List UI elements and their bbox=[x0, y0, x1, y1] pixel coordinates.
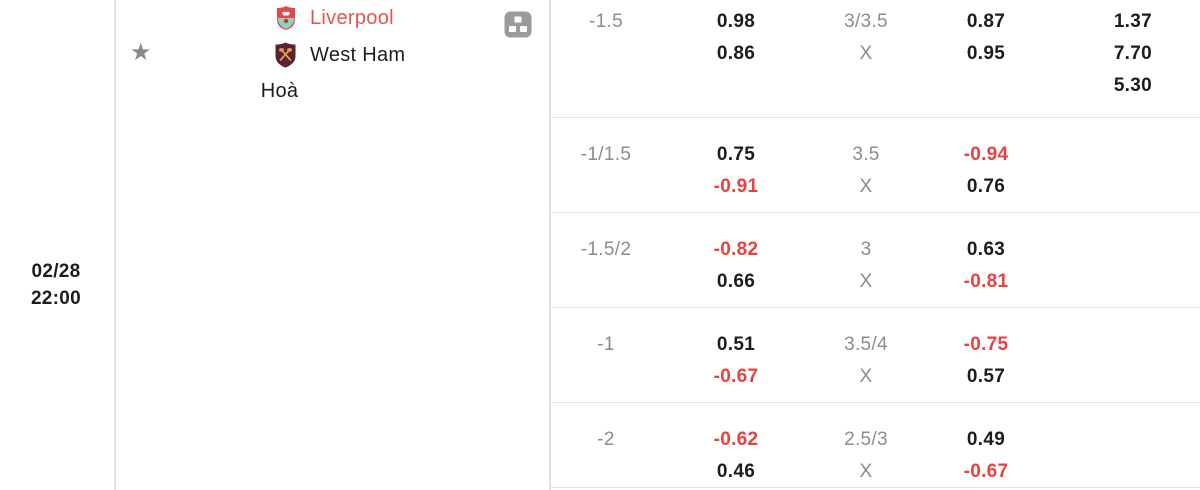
ou-line: 3.5 bbox=[852, 144, 880, 165]
ou-odd-under[interactable]: -0.67 bbox=[963, 461, 1009, 482]
ou-x-label: X bbox=[859, 366, 873, 387]
formation-stats-icon[interactable] bbox=[504, 11, 532, 38]
ou-line: 3.5/4 bbox=[844, 334, 888, 355]
ou-line: 3/3.5 bbox=[844, 11, 888, 32]
ou-odd-over[interactable]: 0.87 bbox=[966, 11, 1006, 32]
ah-odd-home[interactable]: 0.98 bbox=[716, 11, 756, 32]
ou-x-label: X bbox=[859, 43, 873, 64]
handicap-line: -1.5/2 bbox=[580, 239, 632, 260]
home-team-name: Liverpool bbox=[310, 6, 394, 29]
home-team-row[interactable]: Liverpool bbox=[274, 5, 394, 31]
ou-x-label: X bbox=[859, 271, 873, 292]
divider-vertical-right bbox=[549, 0, 551, 490]
odd-1[interactable]: 1.37 bbox=[1113, 11, 1152, 32]
handicap-line: -1 bbox=[597, 334, 615, 355]
favorite-star-icon[interactable]: ★ bbox=[130, 39, 152, 66]
odds-row-1: -1.5 0.98 0.86 3/3.5 X 0.87 0.95 1.37 7.… bbox=[551, 0, 1200, 118]
ah-odd-home[interactable]: -0.82 bbox=[713, 239, 759, 260]
ah-odd-home[interactable]: 0.51 bbox=[716, 334, 756, 355]
ou-x-label: X bbox=[859, 461, 873, 482]
ah-odd-away[interactable]: 0.46 bbox=[716, 461, 756, 482]
handicap-line: -1.5 bbox=[589, 11, 623, 32]
west-ham-crest-icon bbox=[273, 42, 298, 68]
match-time: 22:00 bbox=[30, 288, 82, 309]
ou-x-label: X bbox=[859, 176, 873, 197]
liverpool-crest-icon bbox=[274, 5, 298, 31]
ou-odd-under[interactable]: 0.95 bbox=[966, 43, 1006, 64]
teams-panel: ★ Liverpool bbox=[116, 0, 549, 490]
odds-row-2: -1/1.5 0.75 -0.91 3.5 X -0.94 0.76 bbox=[551, 118, 1200, 213]
divider-vertical-left bbox=[114, 0, 116, 490]
ah-odd-home[interactable]: -0.62 bbox=[713, 429, 759, 450]
ou-odd-over[interactable]: -0.75 bbox=[963, 334, 1009, 355]
match-datetime: 02/28 22:00 bbox=[0, 258, 112, 312]
draw-label: Hoà bbox=[260, 80, 299, 102]
away-team-name: West Ham bbox=[310, 43, 406, 66]
handicap-line: -1/1.5 bbox=[580, 144, 632, 165]
ah-odd-away[interactable]: 0.86 bbox=[716, 43, 756, 64]
ah-odd-away[interactable]: -0.91 bbox=[713, 176, 759, 197]
ou-line: 3 bbox=[860, 239, 872, 260]
ah-odd-away[interactable]: -0.67 bbox=[713, 366, 759, 387]
ou-odd-over[interactable]: 0.63 bbox=[966, 239, 1006, 260]
odds-row-3: -1.5/2 -0.82 0.66 3 X 0.63 -0.81 bbox=[551, 213, 1200, 308]
match-date: 02/28 bbox=[31, 261, 81, 282]
odds-row-4: -1 0.51 -0.67 3.5/4 X -0.75 0.57 bbox=[551, 308, 1200, 403]
away-team-row[interactable]: West Ham bbox=[273, 42, 405, 68]
odd-2[interactable]: 7.70 bbox=[1113, 43, 1152, 64]
odd-x[interactable]: 5.30 bbox=[1113, 75, 1152, 96]
odds-row-5: -2 -0.62 0.46 2.5/3 X 0.49 -0.67 bbox=[551, 403, 1200, 488]
ou-odd-under[interactable]: 0.57 bbox=[966, 366, 1006, 387]
ou-odd-under[interactable]: 0.76 bbox=[966, 176, 1006, 197]
odds-table: -1.5 0.98 0.86 3/3.5 X 0.87 0.95 1.37 7.… bbox=[551, 0, 1200, 488]
ah-odd-away[interactable]: 0.66 bbox=[716, 271, 756, 292]
handicap-line: -2 bbox=[597, 429, 615, 450]
ou-odd-under[interactable]: -0.81 bbox=[963, 271, 1009, 292]
ou-odd-over[interactable]: 0.49 bbox=[966, 429, 1006, 450]
ou-line: 2.5/3 bbox=[844, 429, 888, 450]
ou-odd-over[interactable]: -0.94 bbox=[963, 144, 1009, 165]
ah-odd-home[interactable]: 0.75 bbox=[716, 144, 756, 165]
